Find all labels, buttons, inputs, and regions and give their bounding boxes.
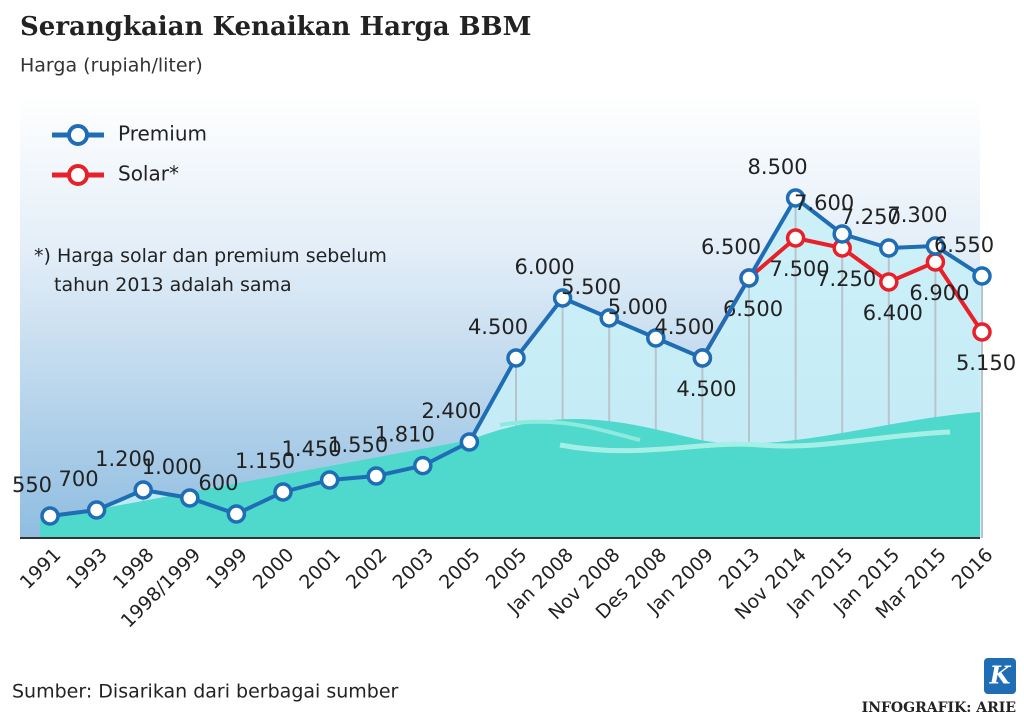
legend-label: Solar* (118, 162, 179, 186)
data-label: 1.450 (282, 437, 342, 461)
point (273, 482, 293, 502)
x-tick-label: 2003 (388, 544, 438, 594)
point (879, 272, 899, 292)
legend-marker (67, 124, 89, 146)
wave-highlight (499, 419, 641, 442)
data-label: 5.500 (561, 275, 621, 299)
point (180, 488, 200, 508)
wave-highlight (559, 429, 951, 454)
chart-title: Serangkaian Kenaikan Harga BBM (20, 12, 531, 42)
data-label: 4.500 (676, 377, 736, 401)
source: Sumber: Disarikan dari berbagai sumber (12, 681, 399, 703)
wave (40, 412, 980, 538)
x-tick-label: 2001 (295, 544, 345, 594)
subtitle: Harga (rupiah/liter) (20, 55, 203, 77)
data-label: 6.400 (863, 301, 923, 325)
point (739, 268, 759, 288)
data-label: 6.900 (909, 281, 969, 305)
x-tick-label: 1991 (16, 544, 66, 594)
note-box: *) Harga solar dan premium sebelum tahun… (34, 245, 387, 296)
data-label: 1.200 (95, 447, 155, 471)
data-label: 6.000 (515, 255, 575, 279)
data-label: 8.500 (748, 155, 808, 179)
data-label: 1.150 (235, 449, 295, 473)
data-label: 700 (59, 467, 99, 491)
data-label: 2.400 (421, 399, 481, 423)
x-tick-label: 2016 (948, 544, 998, 594)
x-tick-label: 2000 (249, 544, 299, 594)
legend-label: Premium (118, 122, 207, 146)
data-label: 6.500 (701, 235, 761, 259)
data-label: 7.500 (770, 257, 830, 281)
point (599, 308, 619, 328)
x-tick-label: 1993 (62, 544, 112, 594)
point (459, 432, 480, 452)
data-label: 1.000 (142, 455, 202, 479)
data-label: 7.300 (887, 203, 947, 227)
data-label: 1.550 (328, 433, 388, 457)
x-tick-label: 2005 (435, 544, 485, 594)
point (226, 504, 247, 524)
data-label: 6.550 (934, 233, 994, 257)
point (925, 236, 946, 256)
data-label: 5.000 (608, 295, 668, 319)
point (506, 348, 526, 368)
point (692, 348, 713, 368)
data-label: 4.500 (468, 315, 528, 339)
data-label: 600 (198, 471, 238, 495)
data-label: 1.810 (375, 423, 435, 447)
point (785, 188, 806, 208)
point (972, 322, 992, 342)
data-label: 7.250 (841, 205, 901, 229)
data-label: 7.250 (816, 267, 876, 291)
point (133, 480, 153, 500)
point (319, 470, 340, 490)
x-tick-label: 1999 (202, 544, 252, 594)
credit: INFOGRAFIK: ARIE (862, 700, 1016, 716)
data-label: 7.600 (794, 191, 854, 215)
data-label: 550 (12, 473, 52, 497)
legend-marker (67, 164, 89, 186)
data-label: 5.150 (956, 351, 1016, 375)
point (785, 228, 806, 248)
x-tick-label: 2002 (342, 544, 392, 594)
logo: K (989, 661, 1012, 690)
note: *) Harga solar dan premium sebelum tahun… (34, 245, 387, 296)
point (86, 500, 107, 520)
logo-box (984, 658, 1016, 694)
point (972, 266, 992, 286)
point (413, 455, 433, 476)
point (366, 466, 386, 486)
point (646, 328, 666, 348)
point (832, 224, 852, 244)
point (552, 288, 573, 308)
data-label: 4.500 (654, 315, 714, 339)
point (40, 506, 60, 526)
point (879, 238, 899, 258)
